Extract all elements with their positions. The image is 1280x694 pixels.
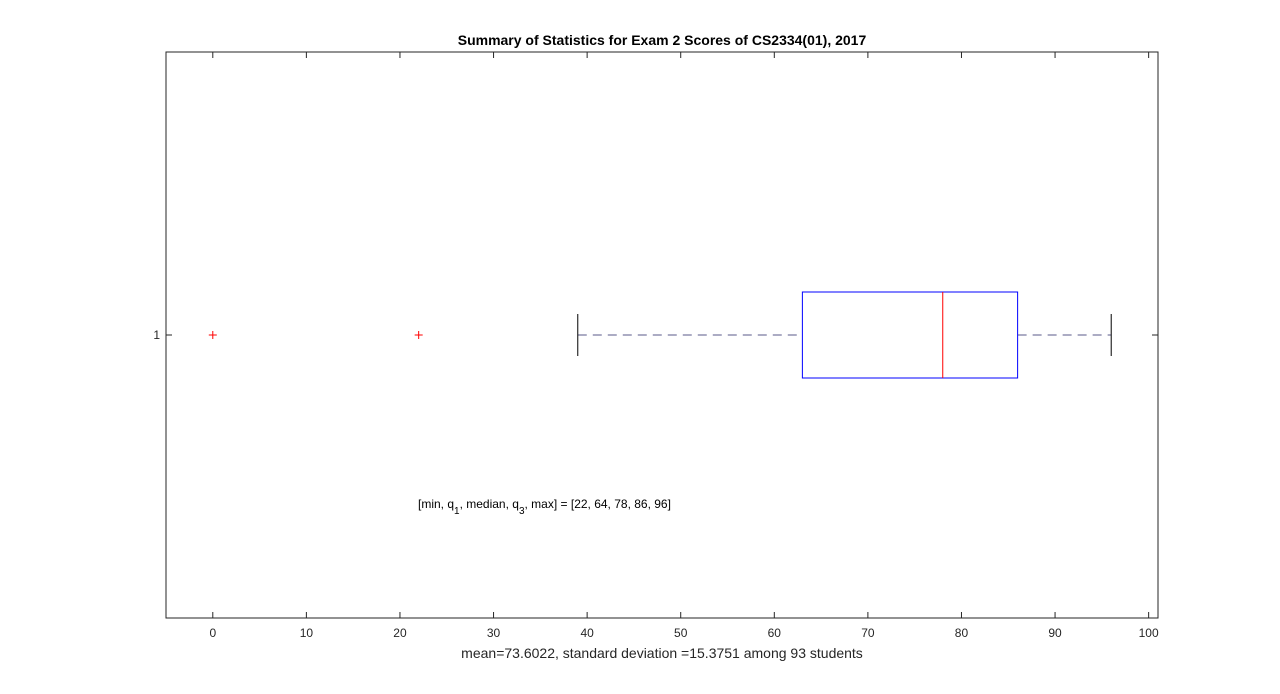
x-axis-label: mean=73.6022, standard deviation =15.375…	[461, 645, 863, 661]
plot-area	[165, 51, 1159, 619]
x-tick-label: 50	[674, 626, 688, 640]
x-tick-label: 30	[487, 626, 501, 640]
x-tick-label: 90	[1048, 626, 1062, 640]
x-tick-label: 80	[955, 626, 969, 640]
y-tick-label: 1	[153, 328, 160, 342]
x-tick-label: 10	[300, 626, 314, 640]
outlier	[208, 331, 217, 339]
annotation-part: 1	[454, 506, 460, 517]
chart-title: Summary of Statistics for Exam 2 Scores …	[458, 32, 867, 48]
x-tick-label: 40	[580, 626, 594, 640]
annotation-part: [min, q	[418, 497, 454, 511]
outlier	[414, 331, 423, 339]
x-tick-label: 0	[209, 626, 216, 640]
x-tick-label: 20	[393, 626, 407, 640]
box	[801, 291, 1019, 379]
x-tick-label: 60	[768, 626, 782, 640]
annotation-part: , max] = [22, 64, 78, 86, 96]	[525, 497, 671, 511]
annotation-part: , median, q	[460, 497, 519, 511]
x-tick-label: 100	[1139, 626, 1159, 640]
annotation-part: 3	[519, 506, 525, 517]
x-tick-label: 70	[861, 626, 875, 640]
annotation: [min, q1, median, q3, max] = [22, 64, 78…	[418, 497, 671, 517]
